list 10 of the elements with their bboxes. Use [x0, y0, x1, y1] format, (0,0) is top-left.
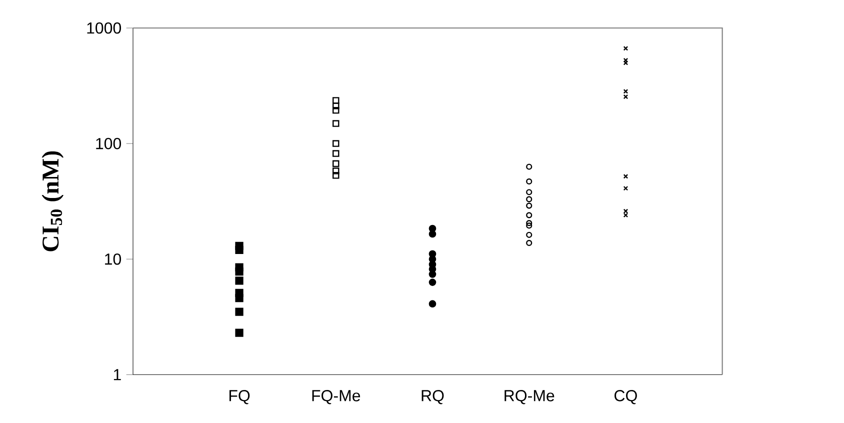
y-axis-title: CI$_{50}$ (nM): [42, 151, 64, 252]
x-tick-label: FQ-Me: [312, 390, 360, 404]
x-tick-label: RQ: [422, 390, 444, 404]
y-tick-label: 1000: [87, 22, 122, 34]
x-tick-label: RQ-Me: [504, 390, 554, 404]
y-tick-label: 100: [96, 138, 122, 150]
x-tick-label: CQ: [614, 390, 637, 404]
y-tick-label: 10: [105, 254, 122, 265]
x-tick-label: FQ: [229, 390, 250, 404]
y-tick-label: 1: [114, 369, 121, 380]
